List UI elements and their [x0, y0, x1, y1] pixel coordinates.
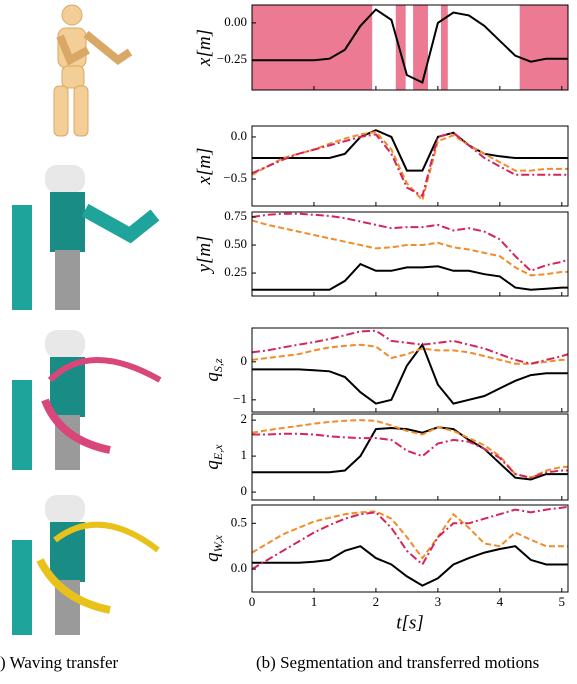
y-axis-label-main: x[m] [194, 148, 215, 186]
y-tick-label: −0.5 [223, 170, 247, 185]
plot-frame [251, 504, 569, 593]
series-line [252, 212, 568, 272]
series-line [252, 8, 568, 84]
caption: (b) Segmentation and transferred motions [256, 653, 539, 672]
caption: ) Waving transfer [0, 653, 119, 672]
series-line [252, 505, 568, 570]
x-tick-label: 5 [559, 594, 566, 609]
y-axis-label-main: q [202, 460, 223, 470]
y-tick-label: 1 [241, 447, 248, 462]
robot-yellow-image [12, 495, 160, 635]
x-tick-label: 0 [249, 594, 256, 609]
segment [519, 5, 568, 90]
y-tick-label: 0 [241, 483, 248, 498]
series-line [252, 130, 568, 203]
plot [252, 419, 568, 481]
y-tick-label: 0.25 [224, 264, 247, 279]
plot-frame [251, 413, 569, 501]
y-axis-label: x[m] [194, 148, 215, 186]
plot-frame [251, 125, 569, 207]
y-axis-label: y[m] [194, 236, 215, 275]
plot-area [252, 126, 568, 206]
plot [252, 212, 568, 291]
series-line [252, 131, 568, 198]
y-tick-label: 0.75 [224, 208, 247, 223]
robot-image [12, 165, 160, 310]
x-tick-label: 1 [311, 594, 318, 609]
y-tick-label: −1 [233, 391, 247, 406]
y-axis-label: qE,x [202, 444, 224, 470]
y-tick-label: 0.0 [231, 560, 247, 575]
x-tick-label: 3 [435, 594, 442, 609]
plot [252, 129, 568, 203]
x-tick-label: 4 [497, 594, 504, 609]
series-line [252, 262, 568, 291]
mannequin-image [53, 4, 133, 137]
plot [252, 505, 568, 587]
series-line [252, 129, 568, 172]
y-axis-label-main: q [202, 372, 223, 382]
y-axis-label: qW,x [202, 534, 224, 561]
plot-frame [251, 211, 569, 297]
y-tick-label: 0.00 [224, 14, 247, 29]
plot-area [252, 212, 568, 296]
series-line [252, 329, 568, 365]
y-axis-label: qS,z [202, 358, 224, 382]
y-axis-label: x[m] [194, 29, 215, 67]
plot-frame [251, 327, 569, 413]
series-line [252, 545, 568, 587]
y-tick-label: 0.0 [231, 128, 247, 143]
plot-area [252, 414, 568, 500]
plot [252, 5, 568, 90]
y-tick-label: 0.5 [231, 514, 247, 529]
segment [395, 5, 406, 90]
y-axis-label-main: q [202, 552, 223, 562]
plot-frame [251, 4, 569, 91]
series-line [252, 426, 568, 481]
y-axis-label-main: y[m] [194, 236, 215, 275]
robot-pink-image [12, 330, 162, 470]
y-axis-label-main: x[m] [194, 29, 215, 67]
plot [252, 329, 568, 405]
y-axis-label-sub: W,x [211, 534, 225, 552]
x-axis-label: t[s] [396, 612, 423, 633]
y-axis-label-sub: S,z [211, 358, 225, 372]
y-tick-label: 0 [241, 353, 248, 368]
y-tick-label: 2 [241, 411, 248, 426]
y-axis-label-sub: E,x [211, 444, 225, 461]
series-line [252, 343, 568, 365]
series-line [252, 342, 568, 405]
y-tick-label: 0.50 [224, 236, 247, 251]
segment [440, 5, 448, 90]
x-tick-label: 2 [373, 594, 380, 609]
segment [252, 5, 373, 90]
series-line [252, 219, 568, 277]
series-line [252, 432, 568, 479]
segment [413, 5, 428, 90]
y-tick-label: −0.25 [217, 51, 247, 66]
